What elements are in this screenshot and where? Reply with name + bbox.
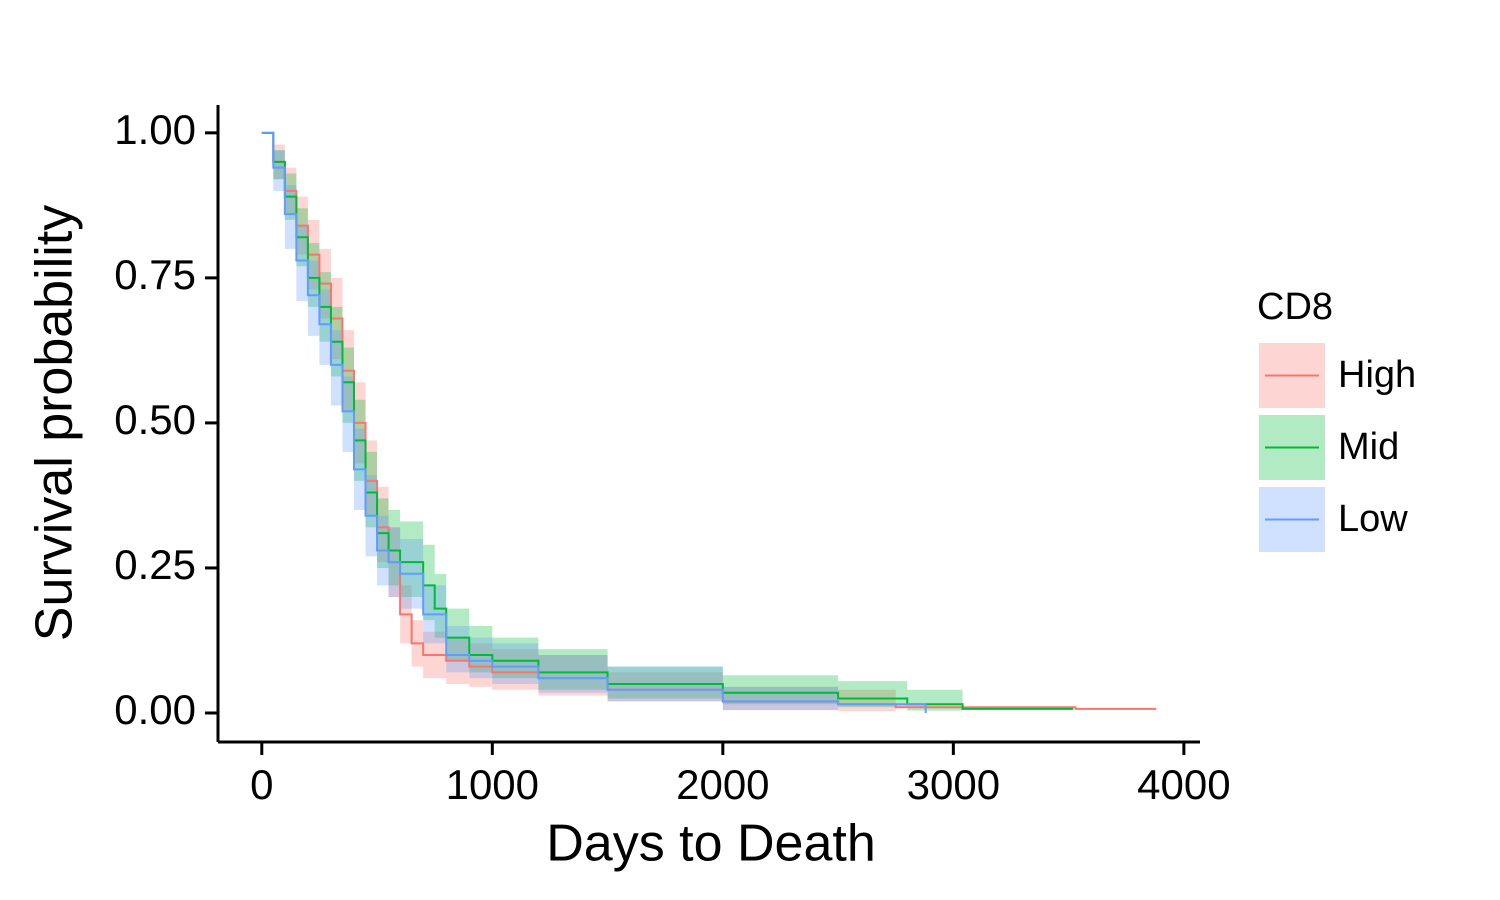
x-tick-label: 4000: [1137, 761, 1230, 808]
confidence-band: [261, 132, 963, 713]
survival-curve: [261, 131, 1074, 710]
legend-label: Mid: [1338, 426, 1399, 468]
x-tick-label: 1000: [446, 761, 539, 808]
y-axis-label: Survival probability: [26, 205, 84, 641]
y-tick-label: 0.75: [114, 251, 196, 298]
x-axis-label: Days to Death: [546, 815, 876, 873]
y-tick-label: 1.00: [114, 106, 196, 153]
survival-curve: [261, 131, 927, 713]
y-tick-label: 0.00: [114, 686, 196, 733]
confidence-band: [261, 132, 839, 712]
y-tick-label: 0.50: [114, 396, 196, 443]
legend-label: High: [1338, 354, 1416, 396]
x-tick-label: 2000: [676, 761, 769, 808]
legend-title: CD8: [1257, 286, 1333, 328]
x-tick-label: 0: [250, 761, 273, 808]
y-tick-label: 0.25: [114, 541, 196, 588]
x-tick-label: 3000: [907, 761, 1000, 808]
survival-curve: [261, 131, 1157, 710]
legend-label: Low: [1338, 498, 1408, 540]
